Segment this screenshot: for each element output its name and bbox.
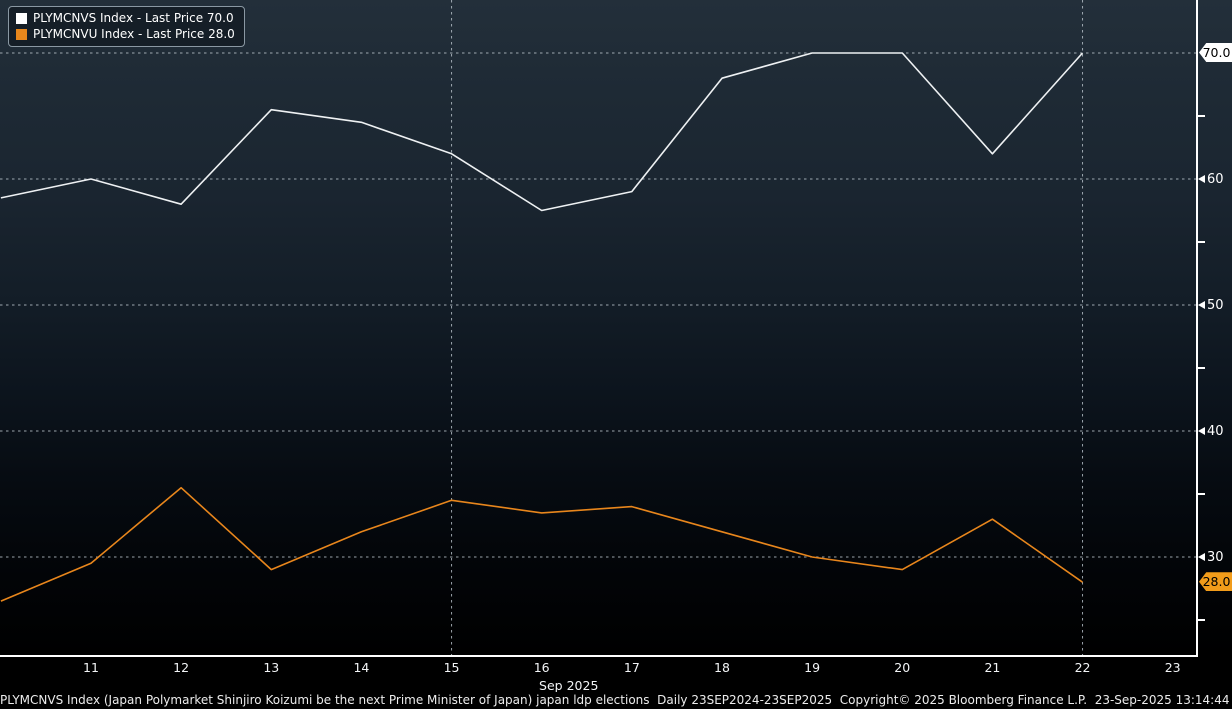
- y-minor-tick-55: [1198, 241, 1205, 243]
- series-line-plymcnvu: [0, 486, 1083, 602]
- y-tick-text: 30: [1207, 549, 1224, 565]
- x-tick-label-17: 17: [623, 660, 640, 675]
- y-tick-text: 40: [1207, 423, 1224, 439]
- y-minor-tick-65: [1198, 115, 1205, 117]
- y-tick-arrow-icon: [1198, 175, 1205, 183]
- y-tick-label-30: 30: [1198, 548, 1224, 566]
- y-tick-text: 50: [1207, 297, 1224, 313]
- legend-swatch-icon: [16, 12, 27, 24]
- x-axis-band[interactable]: 11 12 13 14 15 16 17 18 19 20 21 22 23 Sep 2025: [0, 657, 1232, 693]
- plot-background: [0, 0, 1232, 655]
- y-axis-line: [1196, 0, 1198, 657]
- legend-swatch-icon: [16, 28, 27, 40]
- x-axis-title: Sep 2025: [539, 678, 599, 693]
- x-tick-label-13: 13: [263, 660, 280, 675]
- last-price-tag-plymcnvu: 28.0: [1199, 572, 1232, 592]
- y-minor-tick-45: [1198, 367, 1205, 369]
- x-tick-label-11: 11: [83, 660, 99, 675]
- x-tick-label-19: 19: [804, 660, 821, 675]
- y-tick-arrow-icon: [1198, 301, 1205, 309]
- series-line-plymcnvs: [0, 52, 1084, 212]
- x-tick-label-22: 22: [1074, 660, 1091, 675]
- x-tick-label-14: 14: [353, 660, 370, 675]
- y-tick-label-40: 40: [1198, 422, 1224, 440]
- legend-item-plymcnvu[interactable]: PLYMCNVU Index - Last Price 28.0: [16, 27, 235, 41]
- chart-legend: PLYMCNVS Index - Last Price 70.0 PLYMCNVU…: [8, 6, 245, 47]
- y-tick-label-50: 50: [1198, 296, 1224, 314]
- x-tick-label-21: 21: [984, 660, 1001, 675]
- x-axis-line: [0, 655, 1198, 657]
- y-tick-label-60: 60: [1198, 170, 1224, 188]
- legend-label: PLYMCNVU Index - Last Price 28.0: [33, 27, 235, 41]
- legend-label: PLYMCNVS Index - Last Price 70.0: [33, 11, 234, 25]
- plot-area[interactable]: [0, 0, 1196, 655]
- x-tick-label-16: 16: [533, 660, 550, 675]
- y-tick-arrow-icon: [1198, 553, 1205, 561]
- y-minor-tick-35: [1198, 493, 1205, 495]
- y-tick-text: 60: [1207, 171, 1224, 187]
- status-bar-text: PLYMCNVS Index (Japan Polymarket Shinjir…: [0, 692, 1232, 709]
- x-tick-label-20: 20: [894, 660, 911, 675]
- x-tick-label-18: 18: [714, 660, 730, 675]
- last-price-tag-plymcnvs: 70.0: [1199, 43, 1232, 62]
- y-minor-tick-25: [1198, 619, 1205, 621]
- x-tick-label-23: 23: [1164, 660, 1181, 675]
- legend-item-plymcnvs[interactable]: PLYMCNVS Index - Last Price 70.0: [16, 11, 235, 25]
- y-tick-arrow-icon: [1198, 427, 1205, 435]
- y-axis-strip[interactable]: 60 50 40 30 70.0 28.0: [1198, 0, 1232, 655]
- x-tick-label-12: 12: [173, 660, 190, 675]
- x-tick-label-15: 15: [443, 660, 460, 675]
